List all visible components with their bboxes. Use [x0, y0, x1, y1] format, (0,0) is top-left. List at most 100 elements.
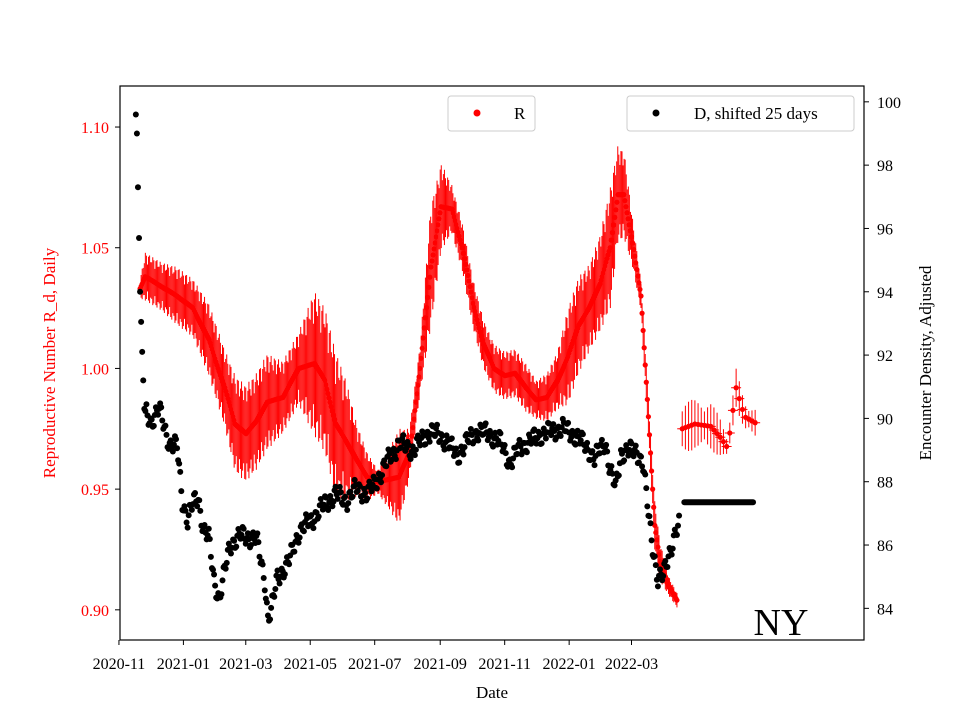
d-point-288 — [437, 437, 444, 444]
left-y-tick-label-4: 1.10 — [81, 120, 109, 137]
d-point-104 — [242, 540, 249, 547]
d-point-395 — [550, 421, 557, 428]
d-point-432 — [589, 448, 596, 455]
d-point-349 — [501, 442, 508, 449]
d-point-299 — [448, 435, 455, 442]
d-point-166 — [308, 512, 315, 519]
r-point-482 — [646, 432, 653, 438]
d-point-193 — [336, 483, 343, 490]
d-point-265 — [412, 446, 419, 453]
r-series — [137, 146, 761, 608]
d-point-48 — [183, 519, 190, 526]
d-point-246 — [392, 456, 399, 463]
d-point-363 — [516, 436, 523, 443]
d-point-47 — [182, 507, 189, 514]
d-point-260 — [407, 456, 414, 463]
r-point-483 — [647, 450, 654, 456]
d-point-508 — [669, 545, 676, 552]
d-point-310 — [460, 451, 467, 458]
d-point-116 — [255, 539, 262, 546]
d-point-49 — [184, 524, 191, 531]
d-point-121 — [260, 575, 267, 582]
d-point-35 — [169, 448, 176, 455]
d-point-186 — [329, 503, 336, 510]
d-point-122 — [261, 587, 268, 594]
region-annotation: NY — [754, 602, 809, 644]
d-point-205 — [349, 493, 356, 500]
d-point-74 — [211, 571, 218, 578]
d-point-457 — [615, 472, 622, 479]
d-point-491 — [651, 553, 658, 560]
d-point-478 — [638, 453, 645, 460]
x-tick-label-7: 2022-01 — [542, 656, 595, 673]
d-point-445 — [603, 441, 610, 448]
d-point-434 — [591, 462, 598, 469]
right-y-tick-label-0: 84 — [877, 601, 893, 618]
right-y-tick-label-7: 98 — [877, 158, 893, 175]
d-point-131 — [271, 593, 278, 600]
d-point-384 — [538, 440, 545, 447]
x-axis: 2020-11 2021-01 2021-03 2021-05 2021-07 2021-… — [93, 640, 658, 673]
d-point-115 — [254, 530, 261, 537]
d-point-482 — [642, 471, 649, 478]
d-point-393 — [548, 432, 555, 439]
d-point-29 — [163, 431, 170, 438]
d-point-198 — [342, 493, 349, 500]
r-point-476 — [640, 327, 646, 334]
legend-d-marker — [652, 109, 660, 117]
d-point-189 — [332, 483, 339, 490]
d-point-61 — [197, 507, 204, 514]
d-point-507 — [668, 551, 675, 558]
d-point-483 — [643, 485, 650, 492]
right-y-tick-label-2: 88 — [877, 475, 893, 492]
d-point-278 — [426, 438, 433, 445]
d-point-69 — [205, 525, 212, 532]
d-point-233 — [379, 472, 386, 479]
r-point-480 — [644, 396, 650, 403]
legend-d: D, shifted 25 days — [626, 95, 855, 132]
d-point-7 — [140, 377, 147, 384]
d-point-350 — [502, 450, 509, 457]
d-point-43 — [178, 488, 185, 495]
right-y-tick-label-3: 90 — [877, 411, 893, 428]
d-point-155 — [296, 534, 303, 541]
d-point-86 — [223, 559, 230, 566]
legend-r-label: R — [514, 104, 526, 123]
left-y-axis-label: Reproductive Number R_d, Daily — [40, 247, 59, 478]
d-point-85 — [222, 565, 229, 572]
d-point-39 — [174, 445, 181, 452]
right-y-tick-label-6: 96 — [877, 221, 893, 238]
d-point-71 — [207, 553, 214, 560]
d-point-451 — [609, 470, 616, 477]
d-point-173 — [315, 513, 322, 520]
d-point-219 — [364, 495, 371, 502]
legend-r-marker — [473, 109, 481, 117]
d-point-513 — [675, 522, 681, 529]
right-y-tick-label-4: 92 — [877, 348, 893, 365]
d-point-60 — [196, 497, 203, 504]
d-point-446 — [604, 448, 611, 455]
d-point-128 — [268, 604, 275, 611]
d-point-53 — [188, 506, 195, 513]
d-point-82 — [219, 577, 226, 584]
d-point-496 — [657, 566, 664, 573]
r-point-473 — [637, 286, 643, 292]
d-point-33 — [167, 437, 174, 444]
d-point-56 — [192, 490, 199, 497]
d-point-203 — [347, 488, 354, 495]
d-point-450 — [608, 463, 615, 470]
d-point-117 — [256, 553, 263, 560]
d-point-191 — [334, 495, 341, 502]
d-point-487 — [647, 520, 654, 527]
d-point-102 — [240, 525, 247, 532]
d-point-127 — [267, 616, 274, 623]
d-point-409 — [565, 419, 572, 426]
d-point-187 — [330, 498, 337, 505]
d-point-357 — [510, 455, 517, 462]
d-point-93 — [231, 537, 238, 544]
d-point-10 — [143, 401, 150, 408]
d-point-473 — [632, 442, 639, 449]
d-point-462 — [621, 457, 628, 464]
d-point-145 — [286, 561, 293, 568]
